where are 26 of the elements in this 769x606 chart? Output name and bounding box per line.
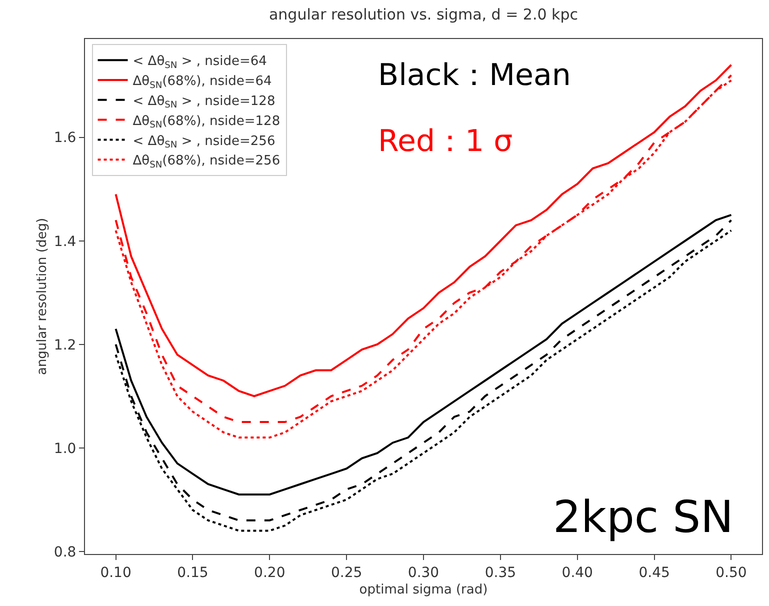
x-tick-label: 0.25 (330, 564, 362, 581)
legend-label: < Δθ$_{SN}$ > , nside=256 (132, 134, 276, 150)
x-tick-label: 0.30 (408, 564, 440, 581)
annotation: 2kpc SN (553, 492, 734, 543)
legend-label: < Δθ$_{SN}$ > , nside=64 (132, 54, 267, 71)
y-tick-label: 0.8 (54, 544, 76, 560)
y-tick-label: 1.6 (54, 130, 76, 146)
x-tick-label: 0.50 (716, 564, 747, 581)
annotation: Red：1 σ (378, 124, 513, 159)
x-tick-label: 0.10 (100, 564, 132, 581)
y-axis-title: angular resolution (deg) (34, 218, 50, 376)
legend-label: Δθ$_{SN}$(68%), nside=128 (132, 114, 280, 131)
x-tick-label: 0.45 (638, 564, 670, 581)
y-tick-label: 1.0 (54, 440, 76, 457)
y-tick-label: 1.4 (54, 234, 76, 250)
x-tick-label: 0.20 (254, 564, 286, 581)
x-tick-label: 0.35 (484, 564, 516, 581)
x-axis-title: optimal sigma (rad) (359, 582, 488, 598)
legend-label: Δθ$_{SN}$(68%), nside=64 (132, 74, 272, 91)
x-tick-label: 0.15 (177, 564, 208, 581)
chart-title: angular resolution vs. sigma, d = 2.0 kpc (268, 6, 578, 24)
y-tick-label: 1.2 (54, 337, 76, 354)
x-tick-label: 0.40 (562, 564, 593, 581)
annotation: Black：Mean (378, 58, 571, 93)
legend-label: Δθ$_{SN}$(68%), nside=256 (132, 154, 280, 170)
legend-label: < Δθ$_{SN}$ > , nside=128 (132, 94, 276, 111)
